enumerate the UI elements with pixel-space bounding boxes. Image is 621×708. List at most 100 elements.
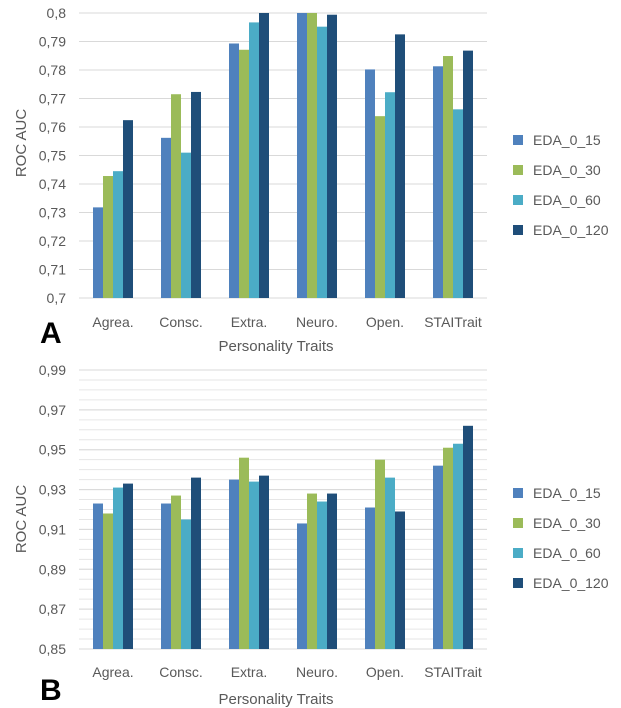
x-tick-label: Extra. [231,314,268,330]
legend-label: EDA_0_30 [533,515,601,531]
y-tick-label: 0,79 [39,34,66,50]
bar [317,501,327,649]
y-tick-label: 0,87 [39,601,66,617]
legend-b: EDA_0_15 EDA_0_30 EDA_0_60 EDA_0_120 [513,485,609,591]
bar [307,13,317,298]
bar [463,425,473,649]
bar [385,477,395,649]
y-tick-label: 0,77 [39,91,66,107]
bar [161,503,171,649]
x-tick-label: Agrea. [92,314,133,330]
legend-swatch [513,195,523,205]
bar [453,109,463,298]
bar [113,487,123,649]
bar [327,14,337,299]
panel-label-b: B [40,674,62,707]
bar [191,477,201,649]
y-tick-label: 0,89 [39,561,66,577]
bar [433,66,443,298]
legend-swatch [513,578,523,588]
x-tick-label: Agrea. [92,664,133,680]
bar [327,493,337,649]
y-ticks-a: 0,7 0,71 0,72 0,73 0,74 0,75 0,76 0,77 0,78 0,79 0… [39,5,66,306]
legend-label: EDA_0_120 [533,222,609,238]
bar [297,13,307,298]
bar [103,513,113,649]
bar [239,457,249,649]
y-tick-label: 0,8 [47,5,67,21]
legend-swatch [513,165,523,175]
chart-b: 0,85 0,87 0,89 0,91 0,93 0,95 0,97 0,99 Agrea. C… [13,362,609,708]
bar [239,49,249,298]
bar [317,26,327,299]
y-tick-label: 0,72 [39,233,66,249]
x-tick-label: Consc. [159,314,203,330]
x-tick-label: Open. [366,664,404,680]
y-tick-label: 0,99 [39,362,66,378]
bar [433,465,443,649]
bar [443,56,453,298]
x-tick-label: Open. [366,314,404,330]
x-ticks-b: Agrea. Consc. Extra. Neuro. Open. STAITrait [92,664,482,680]
bar [249,481,259,649]
bar [385,92,395,298]
y-tick-label: 0,75 [39,148,66,164]
bars-b [93,425,473,649]
x-tick-label: STAITrait [424,314,482,330]
bar [395,511,405,649]
legend-a: EDA_0_15 EDA_0_30 EDA_0_60 EDA_0_120 [513,132,609,238]
bar [307,493,317,649]
bar [181,152,191,298]
legend-label: EDA_0_15 [533,485,601,501]
y-tick-label: 0,73 [39,205,66,221]
x-tick-label: Consc. [159,664,203,680]
bar [93,207,103,298]
bar [395,34,405,298]
bar [229,43,239,299]
y-tick-label: 0,85 [39,641,66,657]
bar [123,120,133,298]
x-axis-label-a: Personality Traits [218,338,333,355]
bar [365,507,375,649]
x-axis-label-b: Personality Traits [218,691,333,708]
bars-a [93,13,473,299]
legend-swatch [513,518,523,528]
bar [93,503,103,649]
x-tick-label: Neuro. [296,664,338,680]
y-tick-label: 0,97 [39,402,66,418]
x-tick-label: STAITrait [424,664,482,680]
legend-swatch [513,488,523,498]
y-tick-label: 0,74 [39,176,66,192]
legend-swatch [513,225,523,235]
x-tick-label: Neuro. [296,314,338,330]
bar [229,479,239,649]
x-ticks-a: Agrea. Consc. Extra. Neuro. Open. STAITrait [92,314,482,330]
bar [191,91,201,298]
bar [259,475,269,649]
chart-a: 0,7 0,71 0,72 0,73 0,74 0,75 0,76 0,77 0,78 0,79 0… [13,5,609,355]
bar [375,459,385,649]
bar [123,483,133,649]
panel-label-a: A [40,317,62,350]
bar [113,171,123,298]
bar [181,519,191,649]
y-tick-label: 0,78 [39,62,66,78]
y-tick-label: 0,93 [39,482,66,498]
bar [161,137,171,298]
y-axis-label-b: ROC AUC [13,485,30,554]
bar [365,69,375,299]
legend-label: EDA_0_30 [533,162,601,178]
bar [249,22,259,299]
legend-label: EDA_0_15 [533,132,601,148]
y-tick-label: 0,91 [39,521,66,537]
y-tick-label: 0,71 [39,262,66,278]
gridlines-b [79,369,487,650]
bar [171,495,181,649]
y-tick-label: 0,95 [39,442,66,458]
bar [171,94,181,298]
bar [443,447,453,649]
x-tick-label: Extra. [231,664,268,680]
y-tick-label: 0,76 [39,119,66,135]
y-ticks-b: 0,85 0,87 0,89 0,91 0,93 0,95 0,97 0,99 [39,362,66,657]
